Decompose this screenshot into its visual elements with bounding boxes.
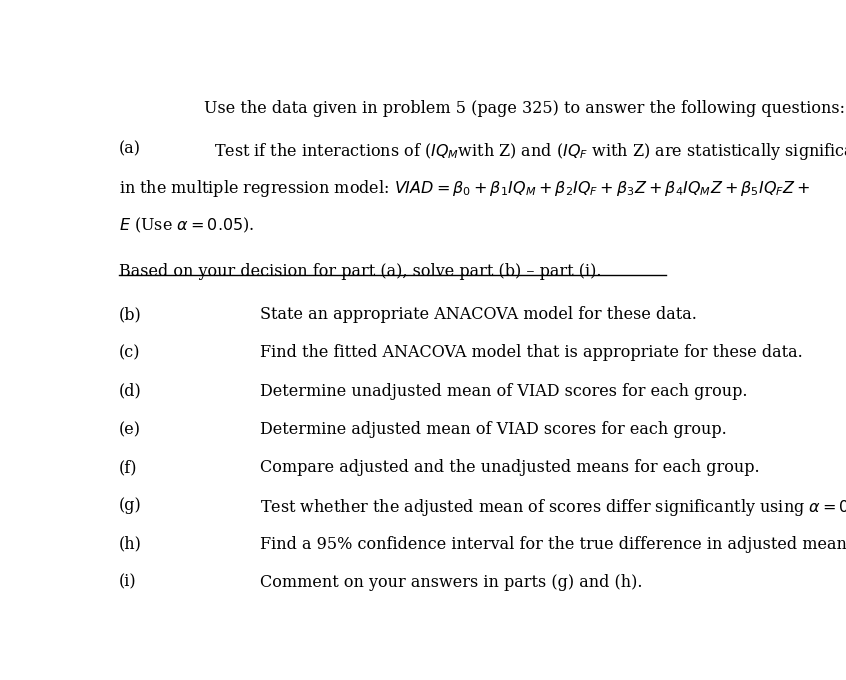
- Text: Use the data given in problem 5 (page 325) to answer the following questions:: Use the data given in problem 5 (page 32…: [204, 100, 845, 117]
- Text: Based on your decision for part (a), solve part (b) – part (i).: Based on your decision for part (a), sol…: [118, 263, 602, 280]
- Text: (d): (d): [118, 383, 141, 400]
- Text: (g): (g): [118, 497, 141, 514]
- Text: $E$ (Use $\alpha = 0.05$).: $E$ (Use $\alpha = 0.05$).: [118, 216, 255, 235]
- Text: (i): (i): [118, 574, 136, 591]
- Text: Comment on your answers in parts (g) and (h).: Comment on your answers in parts (g) and…: [260, 574, 642, 591]
- Text: Find the fitted ANACOVA model that is appropriate for these data.: Find the fitted ANACOVA model that is ap…: [260, 345, 803, 362]
- Text: Compare adjusted and the unadjusted means for each group.: Compare adjusted and the unadjusted mean…: [260, 459, 760, 476]
- Text: (f): (f): [118, 459, 137, 476]
- Text: Find a 95% confidence interval for the true difference in adjusted mean of score: Find a 95% confidence interval for the t…: [260, 536, 846, 553]
- Text: Test whether the adjusted mean of scores differ significantly using $\alpha = 0.: Test whether the adjusted mean of scores…: [260, 497, 846, 518]
- Text: (h): (h): [118, 536, 142, 553]
- Text: Test if the interactions of ($IQ_M$with Z) and ($IQ_F$ with Z) are statistically: Test if the interactions of ($IQ_M$with …: [214, 141, 846, 162]
- Text: Determine unadjusted mean of VIAD scores for each group.: Determine unadjusted mean of VIAD scores…: [260, 383, 747, 400]
- Text: (a): (a): [118, 141, 141, 158]
- Text: (c): (c): [118, 345, 140, 362]
- Text: State an appropriate ANACOVA model for these data.: State an appropriate ANACOVA model for t…: [260, 306, 697, 323]
- Text: Determine adjusted mean of VIAD scores for each group.: Determine adjusted mean of VIAD scores f…: [260, 421, 727, 438]
- Text: (b): (b): [118, 306, 141, 323]
- Text: in the multiple regression model: $VIAD = \beta_0 + \beta_1IQ_M + \beta_2IQ_F + : in the multiple regression model: $VIAD …: [118, 178, 810, 199]
- Text: (e): (e): [118, 421, 141, 438]
